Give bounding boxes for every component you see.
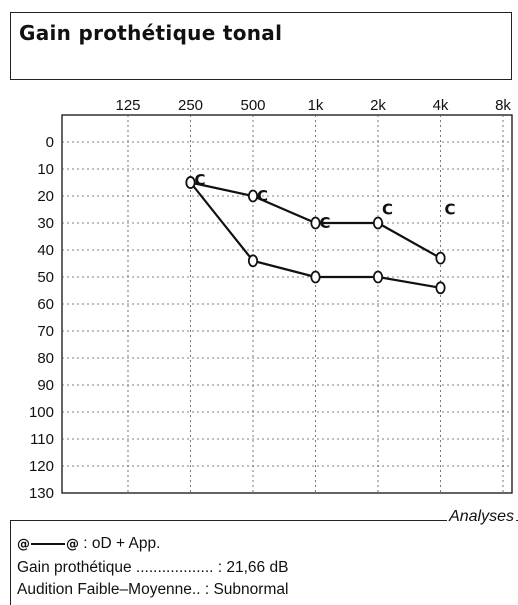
audiogram-chart: 125 250 500 1k 2k 4k 8k 0 10 20 30 40 50 60 70 80 90 100…	[0, 0, 518, 520]
analyses-label: Analyses	[447, 508, 516, 526]
legend-row-gain: Gain prothétique .................. : 21…	[17, 559, 288, 577]
chart-grid	[62, 115, 512, 493]
legend-line-icon	[31, 543, 65, 545]
audition-label: Audition Faible–Moyenne..	[17, 581, 201, 598]
x-tick-label: 1k	[308, 97, 324, 114]
x-tick-label: 500	[240, 97, 265, 114]
y-tick-label: 30	[37, 215, 54, 232]
x-tick-label: 250	[178, 97, 203, 114]
series-marker-o	[311, 272, 319, 283]
y-tick-label: 10	[37, 161, 54, 178]
x-tick-label: 8k	[495, 97, 511, 114]
x-tick-label: 125	[115, 97, 140, 114]
series-marker-o	[249, 255, 257, 266]
series-marker-c: C	[195, 171, 206, 189]
y-tick-label: 90	[37, 377, 54, 394]
legend-row-audition: Audition Faible–Moyenne.. : Subnormal	[17, 581, 288, 599]
legend-box: Analyses @ @ : oD + App. Gain prothétique…	[10, 520, 518, 605]
legend-entry-text: : oD + App.	[79, 535, 160, 552]
series-marker-c: C	[320, 214, 331, 232]
legend-symbol-end: @	[66, 537, 79, 552]
x-tick-label: 2k	[370, 97, 386, 114]
y-tick-label: 80	[37, 350, 54, 367]
series-marker-o	[249, 191, 257, 202]
y-tick-label: 40	[37, 242, 54, 259]
y-tick-label: 130	[29, 485, 54, 502]
series-marker-o	[374, 218, 382, 229]
series-marker-c: C	[257, 187, 268, 205]
series-marker-o	[186, 177, 194, 188]
y-tick-label: 70	[37, 323, 54, 340]
series-marker-o	[374, 272, 382, 283]
legend-entry: @ @ : oD + App.	[17, 535, 160, 553]
y-tick-label: 120	[29, 458, 54, 475]
y-tick-label: 20	[37, 188, 54, 205]
gain-value: : 21,66 dB	[218, 559, 289, 576]
gain-label: Gain prothétique ..................	[17, 559, 213, 576]
y-tick-label: 50	[37, 269, 54, 286]
x-tick-label: 4k	[433, 97, 449, 114]
chart-series: C C C C C	[186, 171, 455, 293]
y-axis-labels: 0 10 20 30 40 50 60 70 80 90 100 110 120 130	[29, 134, 54, 502]
legend-symbol-start: @	[17, 537, 30, 552]
audition-value: : Subnormal	[205, 581, 289, 598]
x-axis-labels: 125 250 500 1k 2k 4k 8k	[115, 97, 511, 114]
y-tick-label: 60	[37, 296, 54, 313]
series-marker-o	[311, 218, 319, 229]
series-marker-o	[436, 253, 444, 264]
series-marker-c: C	[382, 201, 393, 219]
series-marker-o	[436, 282, 444, 293]
y-tick-label: 0	[46, 134, 54, 151]
y-tick-label: 110	[30, 431, 54, 448]
series-marker-c: C	[445, 201, 456, 219]
y-tick-label: 100	[29, 404, 54, 421]
